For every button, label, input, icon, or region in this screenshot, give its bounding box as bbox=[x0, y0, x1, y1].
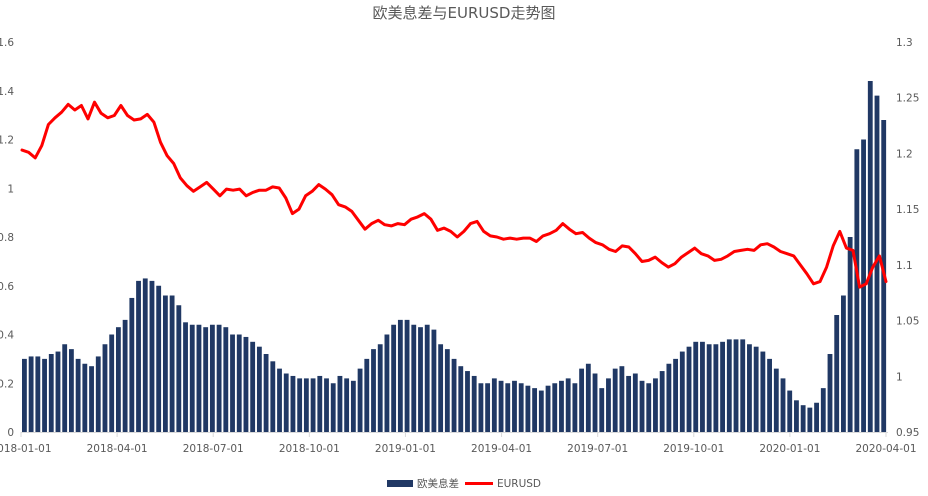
x-tick-label: 2020-04-01 bbox=[855, 443, 916, 455]
spread-bars bbox=[22, 81, 887, 433]
legend-item-eurusd: EURUSD bbox=[464, 477, 542, 490]
x-tick-label: 2018-10-01 bbox=[279, 443, 340, 455]
legend: 欧美息差 EURUSD bbox=[0, 476, 928, 491]
left-y-tick-label: 0.8 bbox=[0, 232, 14, 244]
right-y-tick-label: 0.95 bbox=[896, 427, 919, 439]
left-y-tick-label: 1 bbox=[7, 183, 14, 195]
left-y-tick-label: 0.6 bbox=[0, 281, 14, 293]
x-tick-label: 2019-10-01 bbox=[663, 443, 724, 455]
legend-line-swatch-icon bbox=[464, 482, 493, 485]
right-y-tick-label: 1.1 bbox=[896, 260, 913, 272]
left-y-tick-label: 0.2 bbox=[0, 378, 14, 390]
left-y-tick-label: 1.6 bbox=[0, 37, 14, 49]
x-tick-label: 2019-07-01 bbox=[567, 443, 628, 455]
right-y-tick-label: 1.15 bbox=[896, 204, 919, 216]
x-tick-label: 2019-01-01 bbox=[375, 443, 436, 455]
eurusd-line bbox=[20, 100, 888, 289]
right-y-tick-label: 1.25 bbox=[896, 93, 919, 105]
x-tick-label: 2018-07-01 bbox=[183, 443, 244, 455]
x-tick-label: 2018-01-01 bbox=[0, 443, 52, 455]
legend-bar-swatch-icon bbox=[386, 480, 413, 487]
legend-label-eurusd: EURUSD bbox=[496, 477, 542, 490]
left-y-tick-label: 1.2 bbox=[0, 135, 14, 147]
right-y-tick-label: 1 bbox=[896, 371, 903, 383]
left-y-tick-label: 1.4 bbox=[0, 86, 14, 98]
left-y-tick-label: 0.4 bbox=[0, 330, 14, 342]
legend-label-spread: 欧美息差 bbox=[416, 478, 459, 490]
right-y-axis: 0.95 1 1.05 1.1 1.15 1.2 1.25 1.3 bbox=[896, 37, 919, 439]
right-y-tick-label: 1.2 bbox=[896, 148, 913, 160]
left-y-tick-label: 0 bbox=[7, 427, 14, 439]
x-tick-label: 2018-04-01 bbox=[87, 443, 148, 455]
legend-item-spread: 欧美息差 bbox=[386, 476, 459, 491]
x-axis: 2018-01-01 2018-04-01 2018-07-01 2018-10-01… bbox=[0, 432, 917, 455]
left-y-axis: 0 0.2 0.4 0.6 0.8 1 1.2 1.4 1.6 bbox=[0, 37, 14, 439]
chart-title: 欧美息差与EURUSD走势图 bbox=[372, 4, 556, 22]
x-tick-label: 2019-04-01 bbox=[471, 443, 532, 455]
right-y-tick-label: 1.3 bbox=[896, 37, 913, 49]
right-y-tick-label: 1.05 bbox=[896, 316, 919, 328]
x-tick-label: 2020-01-01 bbox=[759, 443, 820, 455]
